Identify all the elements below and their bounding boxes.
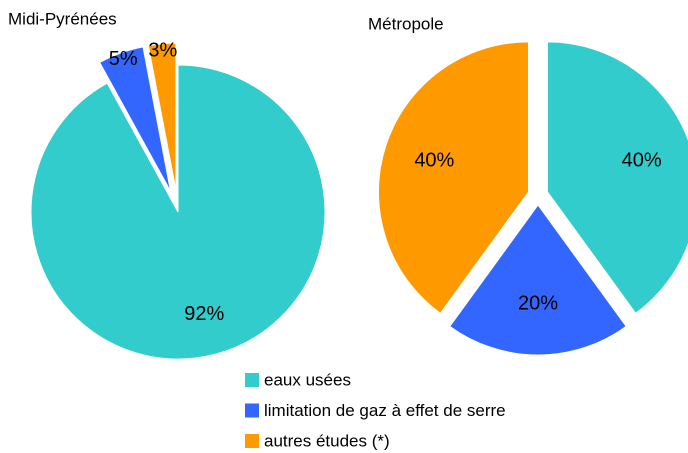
pie-slice [147,42,177,191]
data-label: 40% [622,150,662,172]
data-label: 3% [148,39,177,61]
pie-slice [547,41,688,314]
legend-swatch [245,373,259,387]
legend-swatch [245,403,259,418]
pie-slice [449,204,627,356]
pie-slice [99,46,172,192]
legend-swatch [245,434,259,448]
legend-label: autres études (*) [264,431,390,450]
data-label: 5% [109,48,138,70]
chart-title: Métropole [368,14,444,33]
chart-title: Midi-Pyrénées [8,9,117,28]
data-label: 92% [184,303,224,325]
data-label: 20% [518,292,558,314]
pie-slice [377,41,529,314]
legend-label: eaux usées [264,370,351,389]
pie-slice [30,64,326,360]
data-label: 40% [414,150,454,172]
legend-label: limitation de gaz à effet de serre [264,401,506,420]
